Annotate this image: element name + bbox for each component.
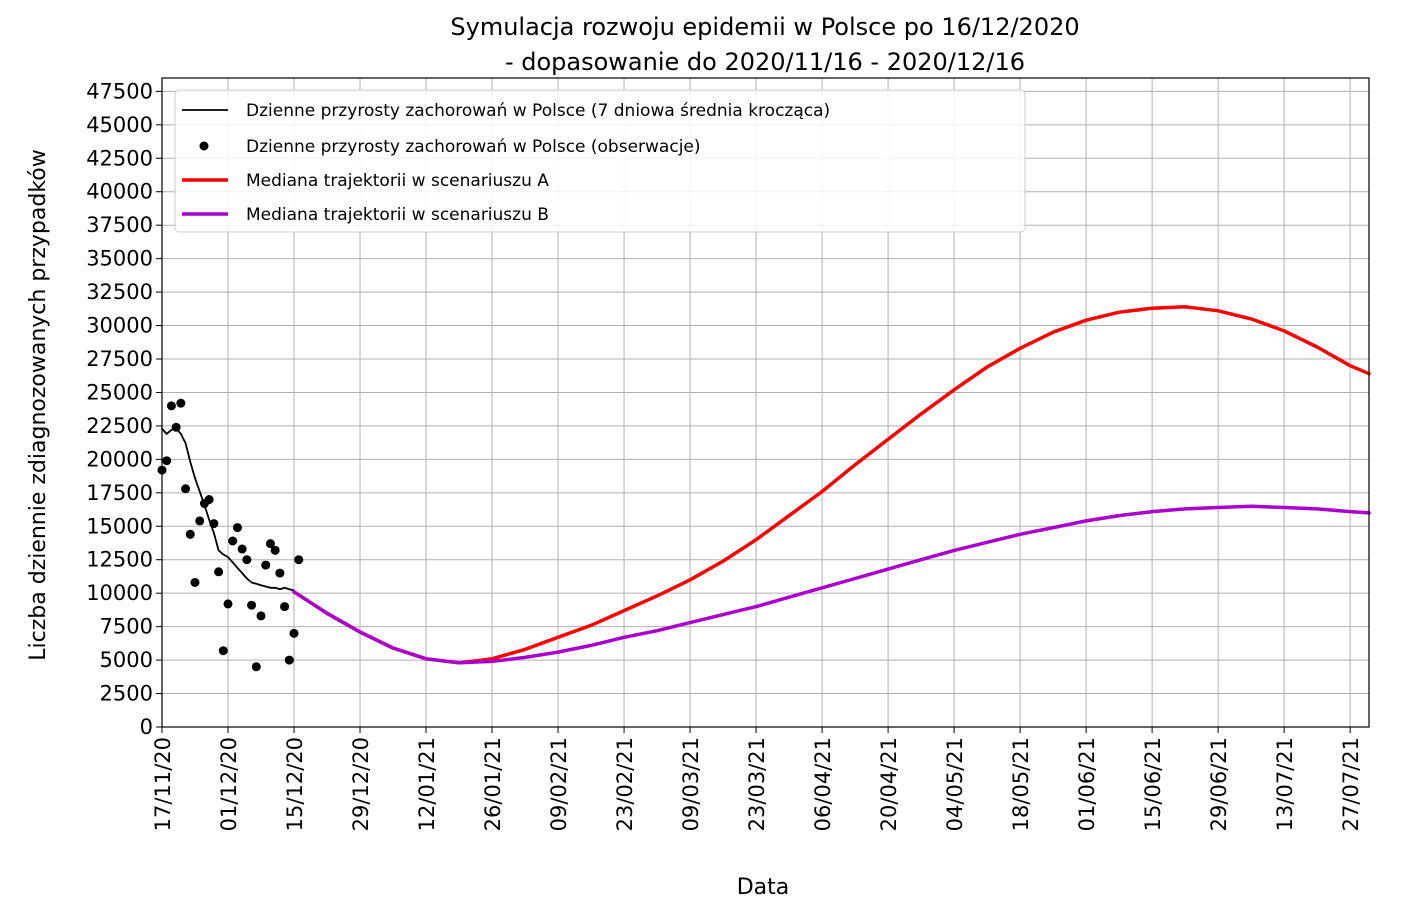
x-tick-label: 09/02/21 [547, 737, 571, 831]
x-tick-label: 23/02/21 [613, 737, 637, 831]
x-tick-label: 15/06/21 [1141, 737, 1165, 831]
legend-label: Mediana trajektorii w scenariuszu A [246, 171, 549, 191]
data-point [166, 401, 176, 411]
y-tick-label: 10000 [86, 581, 153, 605]
legend-entry: Mediana trajektorii w scenariuszu B [182, 205, 549, 225]
grid [161, 78, 1369, 728]
y-tick-label: 5000 [100, 648, 153, 672]
y-tick-label: 22500 [86, 414, 153, 438]
series-line [161, 427, 295, 592]
x-tick-label: 27/07/21 [1339, 737, 1363, 831]
x-tick-label: 18/05/21 [1009, 737, 1033, 831]
chart-subtitle: - dopasowanie do 2020/11/16 - 2020/12/16 [505, 48, 1025, 76]
data-point [228, 536, 238, 546]
y-tick-label: 20000 [86, 447, 153, 471]
x-tick-label: 29/06/21 [1207, 737, 1231, 831]
x-tick-label: 13/07/21 [1273, 737, 1297, 831]
y-tick-label: 27500 [86, 347, 153, 371]
y-tick-label: 12500 [86, 548, 153, 572]
data-point [237, 544, 247, 554]
x-axis-title: Data [737, 875, 790, 900]
x-tick-label: 01/06/21 [1075, 737, 1099, 831]
x-tick-label: 20/04/21 [877, 737, 901, 831]
x-tick-label: 04/05/21 [943, 737, 967, 831]
data-point [256, 611, 266, 621]
y-tick-label: 35000 [86, 247, 153, 271]
data-point [181, 484, 191, 494]
legend-marker [199, 141, 209, 151]
x-tick-label: 01/12/20 [217, 737, 241, 831]
y-tick-label: 7500 [100, 615, 153, 639]
data-point [294, 555, 304, 565]
y-tick-label: 25000 [86, 380, 153, 404]
x-axis-ticks: 17/11/20 01/12/20 15/12/20 29/12/20 12/01/21… [151, 727, 1363, 831]
data-point [251, 662, 261, 672]
legend-entry: Mediana trajektorii w scenariuszu A [182, 171, 549, 191]
x-tick-label: 15/12/20 [283, 737, 307, 831]
data-point [204, 495, 214, 505]
series-3 [292, 504, 1371, 665]
data-point [162, 456, 172, 466]
legend-label: Dzienne przyrosty zachorowań w Polsce (7… [246, 101, 830, 121]
x-tick-label: 12/01/21 [415, 737, 439, 831]
x-tick-label: 17/11/20 [151, 737, 175, 831]
x-tick-label: 06/04/21 [811, 737, 835, 831]
data-point [265, 539, 275, 549]
y-tick-label: 0 [140, 715, 153, 739]
data-point [223, 599, 233, 609]
x-tick-label: 29/12/20 [349, 737, 373, 831]
data-point [195, 516, 205, 526]
series-1 [157, 398, 304, 672]
y-tick-label: 2500 [100, 682, 153, 706]
data-point [247, 600, 257, 610]
y-tick-label: 32500 [86, 280, 153, 304]
data-point [171, 422, 181, 432]
data-point [280, 602, 290, 612]
data-point [261, 560, 271, 570]
legend-label: Mediana trajektorii w scenariuszu B [246, 205, 549, 225]
data-point [190, 577, 200, 587]
series-layer [157, 305, 1371, 672]
data-point [242, 555, 252, 565]
y-axis-ticks: 0 2500 5000 7500 10000 12500 15000 17500 20000 22… [86, 79, 162, 739]
y-tick-label: 15000 [86, 514, 153, 538]
x-tick-label: 23/03/21 [745, 737, 769, 831]
data-point [214, 567, 224, 577]
x-tick-label: 09/03/21 [679, 737, 703, 831]
series-0 [161, 427, 295, 592]
series-line [292, 504, 1371, 665]
legend-box [174, 89, 1026, 233]
data-point [218, 646, 228, 656]
chart-title: Symulacja rozwoju epidemii w Polsce po 1… [450, 13, 1079, 41]
y-tick-label: 42500 [86, 146, 153, 170]
legend-entry: Dzienne przyrosty zachorowań w Polsce (o… [199, 137, 701, 157]
y-tick-label: 37500 [86, 213, 153, 237]
data-point [209, 519, 219, 529]
plot-frame [161, 77, 1370, 728]
y-tick-label: 30000 [86, 314, 153, 338]
data-point [176, 398, 186, 408]
data-point [232, 523, 242, 533]
x-tick-label: 26/01/21 [481, 737, 505, 831]
y-tick-label: 40000 [86, 180, 153, 204]
y-tick-label: 47500 [86, 79, 153, 103]
y-tick-label: 45000 [86, 113, 153, 137]
legend-entry: Dzienne przyrosty zachorowań w Polsce (7… [182, 101, 830, 121]
data-point [275, 568, 285, 578]
data-point [289, 628, 299, 638]
data-point [284, 655, 294, 665]
y-tick-label: 17500 [86, 481, 153, 505]
y-axis-title: Liczba dziennie zdiagnozowanych przypadk… [26, 149, 51, 661]
data-point [270, 545, 280, 555]
legend: Dzienne przyrosty zachorowań w Polsce (7… [174, 89, 1026, 233]
legend-label: Dzienne przyrosty zachorowań w Polsce (o… [246, 137, 701, 157]
data-point [185, 529, 195, 539]
